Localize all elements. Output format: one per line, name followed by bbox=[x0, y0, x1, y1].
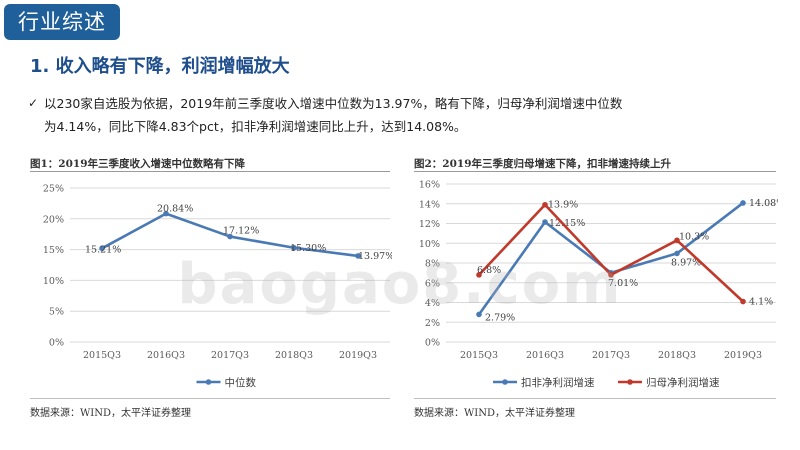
x-tick-label: 2018Q3 bbox=[658, 350, 696, 361]
chart2-bottom-rule bbox=[414, 398, 776, 399]
data-label: 10.3% bbox=[679, 231, 709, 242]
data-point bbox=[227, 233, 233, 240]
chart1-bottom-rule bbox=[30, 398, 390, 399]
data-point bbox=[542, 201, 548, 208]
y-tick-label: 25% bbox=[43, 184, 64, 195]
legend-label: 中位数 bbox=[225, 376, 257, 389]
legend-marker bbox=[627, 379, 633, 385]
chart2-title: 图2：2019年三季度归母增速下降，扣非增速持续上升 bbox=[414, 158, 672, 170]
data-point bbox=[608, 272, 614, 278]
data-label: 20.84% bbox=[157, 204, 193, 215]
data-point bbox=[740, 298, 746, 305]
data-point bbox=[740, 200, 746, 206]
y-tick-label: 8% bbox=[425, 259, 440, 270]
chart2-top-rule bbox=[414, 171, 776, 172]
chart1-title: 图1：2019年三季度收入增速中位数略有下降 bbox=[30, 158, 246, 170]
page-title: 1. 收入略有下降，利润增幅放大 bbox=[30, 56, 290, 77]
x-tick-label: 2016Q3 bbox=[147, 350, 185, 361]
y-tick-label: 0% bbox=[425, 338, 440, 349]
data-label: 17.12% bbox=[223, 226, 259, 237]
y-tick-label: 20% bbox=[43, 214, 64, 225]
x-tick-label: 2016Q3 bbox=[526, 350, 564, 361]
data-label: 12.15% bbox=[549, 218, 585, 229]
y-tick-label: 6% bbox=[425, 278, 440, 289]
data-point bbox=[674, 250, 680, 257]
data-label: 2.79% bbox=[485, 312, 515, 323]
data-label: 13.97% bbox=[358, 251, 392, 262]
y-tick-label: 10% bbox=[43, 276, 64, 287]
x-tick-label: 2015Q3 bbox=[83, 350, 121, 361]
x-tick-label: 2019Q3 bbox=[339, 350, 377, 361]
data-point bbox=[99, 245, 105, 252]
x-tick-label: 2018Q3 bbox=[275, 350, 313, 361]
check-icon: ✓ bbox=[28, 96, 39, 110]
legend-label: 扣非净利润增速 bbox=[521, 376, 595, 389]
y-tick-label: 2% bbox=[425, 318, 440, 329]
y-tick-label: 15% bbox=[43, 245, 64, 256]
watermark: baogao8.com bbox=[177, 252, 623, 317]
x-tick-label: 2017Q3 bbox=[211, 350, 249, 361]
y-tick-label: 16% bbox=[419, 180, 440, 191]
data-point bbox=[674, 237, 680, 244]
data-label: 7.01% bbox=[608, 278, 638, 289]
y-tick-label: 0% bbox=[49, 338, 64, 349]
data-label: 6.8% bbox=[477, 265, 501, 276]
x-tick-label: 2019Q3 bbox=[724, 350, 762, 361]
data-point bbox=[542, 219, 548, 225]
chart2-source: 数据来源：WIND，太平洋证券整理 bbox=[414, 408, 575, 419]
data-point bbox=[476, 272, 482, 278]
data-point bbox=[476, 311, 482, 318]
y-tick-label: 4% bbox=[425, 298, 440, 309]
x-tick-label: 2015Q3 bbox=[460, 350, 498, 361]
data-point bbox=[355, 253, 361, 259]
data-label: 8.97% bbox=[671, 257, 701, 268]
legend-marker bbox=[502, 379, 508, 385]
data-label: 15.21% bbox=[85, 244, 121, 255]
data-label: 4.1% bbox=[749, 297, 773, 308]
y-tick-label: 10% bbox=[419, 239, 440, 250]
y-tick-label: 12% bbox=[419, 219, 440, 230]
x-tick-label: 2017Q3 bbox=[592, 350, 630, 361]
chart1: 0% 5% 10% 15% 20% 25% 2015Q3 2016Q3 2017Q3 2018Q3… bbox=[43, 184, 392, 390]
y-tick-label: 5% bbox=[49, 307, 64, 318]
data-label: 13.9% bbox=[548, 200, 578, 211]
legend-marker bbox=[205, 379, 212, 385]
chart2: 0% 2% 4% 6% 8% 10% 12% 14% 16% 2015Q3 2016Q3 2017Q3… bbox=[419, 180, 778, 390]
chart1-source: 数据来源：WIND，太平洋证券整理 bbox=[30, 408, 191, 419]
y-tick-label: 14% bbox=[419, 199, 440, 210]
summary-text: 以230家自选股为依据，2019年前三季度收入增速中位数为13.97%，略有下降… bbox=[44, 96, 623, 134]
section-tag: 行业综述 bbox=[4, 4, 120, 40]
chart1-top-rule bbox=[30, 171, 390, 172]
data-point bbox=[291, 244, 297, 251]
data-point bbox=[163, 210, 169, 217]
summary-bullet: ✓ 以230家自选股为依据，2019年前三季度收入增速中位数为13.97%，略有… bbox=[28, 92, 624, 138]
data-label: 14.08% bbox=[749, 198, 778, 209]
legend-label: 归母净利润增速 bbox=[646, 376, 720, 389]
data-label: 15.30% bbox=[290, 243, 326, 254]
